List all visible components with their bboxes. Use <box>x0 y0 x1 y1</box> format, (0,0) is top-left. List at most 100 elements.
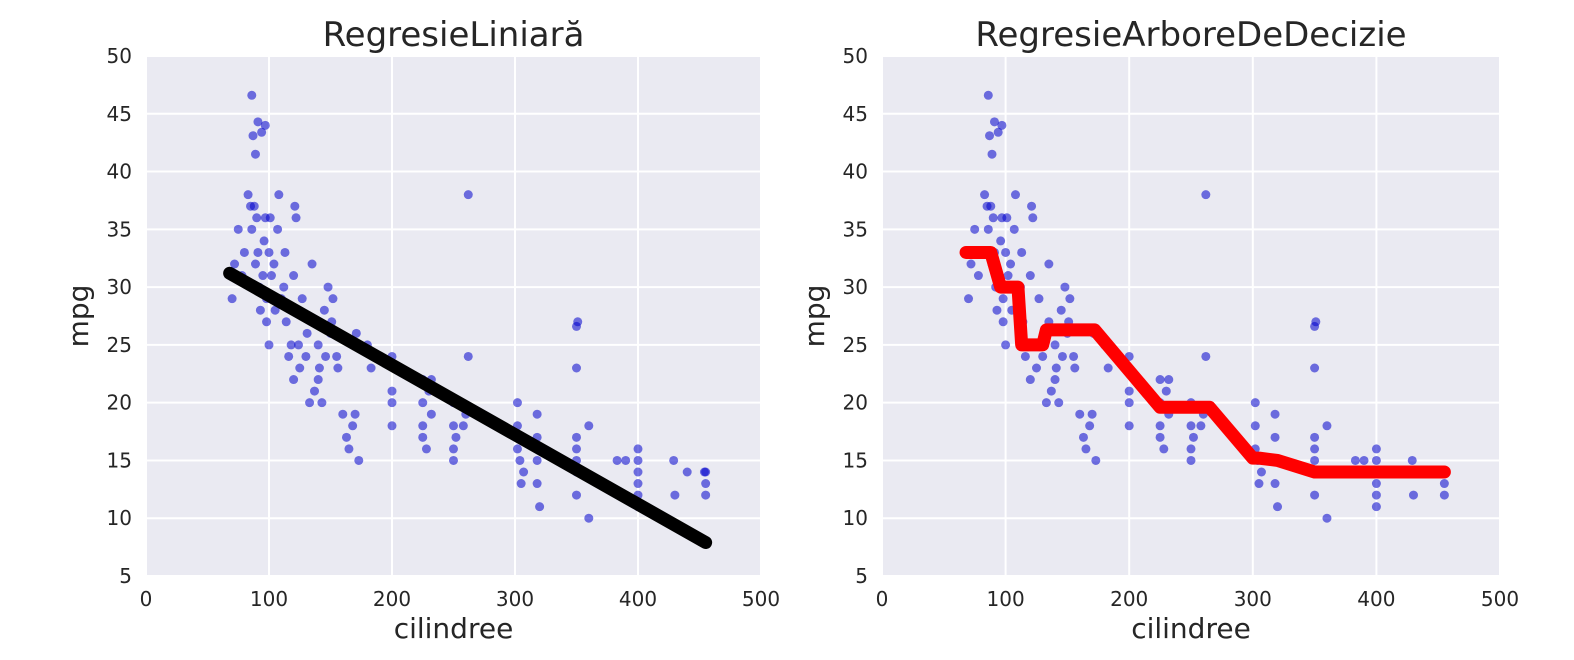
scatter-point <box>532 479 542 489</box>
scatter-point <box>1439 479 1449 489</box>
scatter-point <box>621 455 631 465</box>
scatter-point <box>281 317 291 327</box>
scatter-point <box>998 317 1008 327</box>
scatter-point <box>988 213 998 223</box>
scatter-point <box>1001 340 1011 350</box>
scatter-point <box>1322 513 1332 523</box>
scatter-point <box>1028 213 1038 223</box>
scatter-point <box>515 455 525 465</box>
y-tick-label: 25 <box>843 333 868 357</box>
scatter-point <box>387 398 397 408</box>
scatter-point <box>1310 432 1320 442</box>
scatter-point <box>572 490 581 500</box>
scatter-point <box>301 351 311 361</box>
scatter-point <box>986 201 996 211</box>
scatter-point <box>1003 271 1013 281</box>
scatter-point <box>1270 479 1280 489</box>
scatter-point <box>1050 375 1060 385</box>
scatter-point <box>1371 490 1381 500</box>
scatter-point <box>1051 363 1061 373</box>
x-tick-label: 200 <box>1110 587 1148 611</box>
y-tick-label: 45 <box>107 102 132 126</box>
y-tick-label: 15 <box>107 448 132 472</box>
scatter-point <box>1075 409 1085 419</box>
scatter-point <box>426 409 436 419</box>
scatter-point <box>1009 224 1019 234</box>
y-tick-label: 35 <box>107 217 132 241</box>
scatter-point <box>989 117 999 127</box>
scatter-point <box>980 190 990 200</box>
x-tick-label: 300 <box>496 587 534 611</box>
scatter-point <box>1310 321 1320 331</box>
scatter-point <box>1034 294 1044 304</box>
scatter-point <box>451 432 461 442</box>
scatter-point <box>1155 432 1165 442</box>
scatter-point <box>313 340 323 350</box>
y-tick-label: 40 <box>107 160 132 184</box>
scatter-point <box>1057 351 1067 361</box>
x-tick-label: 400 <box>1357 587 1395 611</box>
scatter-point <box>1091 455 1101 465</box>
x-axis-label: cilindree <box>394 612 514 645</box>
scatter-point <box>354 455 364 465</box>
scatter-point <box>1103 363 1113 373</box>
y-tick-label: 50 <box>843 44 868 68</box>
x-tick-label: 100 <box>250 587 288 611</box>
scatter-point <box>572 444 581 454</box>
scatter-point <box>1078 432 1088 442</box>
x-tick-label: 400 <box>619 587 657 611</box>
scatter-point <box>996 236 1006 246</box>
scatter-point <box>1081 444 1091 454</box>
scatter-point <box>1310 490 1320 500</box>
scatter-point <box>572 363 581 373</box>
scatter-point <box>519 467 529 477</box>
scatter-point <box>1124 421 1134 431</box>
scatter-point <box>262 317 272 327</box>
scatter-point <box>633 455 643 465</box>
scatter-point <box>280 247 290 257</box>
scatter-point <box>1027 201 1037 211</box>
scatter-point <box>250 259 260 269</box>
x-axis-label: cilindree <box>1131 612 1251 645</box>
scatter-point <box>1006 259 1016 269</box>
scatter-point <box>264 340 274 350</box>
scatter-point <box>463 190 473 200</box>
scatter-point <box>257 127 267 137</box>
y-tick-label: 15 <box>843 448 868 472</box>
scatter-point <box>1250 398 1260 408</box>
scatter-point <box>1032 363 1041 373</box>
scatter-point <box>633 467 643 477</box>
scatter-point <box>253 117 263 127</box>
scatter-point <box>351 328 361 338</box>
scatter-point <box>1186 455 1196 465</box>
scatter-point <box>701 479 711 489</box>
scatter-point <box>319 305 329 315</box>
scatter-point <box>1155 421 1165 431</box>
scatter-point <box>633 444 643 454</box>
x-tick-label: 0 <box>140 587 153 611</box>
scatter-point <box>1041 398 1051 408</box>
scatter-point <box>1002 213 1012 223</box>
scatter-point <box>1044 259 1054 269</box>
scatter-point <box>387 421 397 431</box>
scatter-point <box>1085 421 1095 431</box>
scatter-point <box>1359 455 1369 465</box>
y-tick-label: 30 <box>107 275 132 299</box>
scatter-point <box>302 328 312 338</box>
y-tick-label: 20 <box>107 391 132 415</box>
scatter-point <box>247 90 257 100</box>
y-axis-label: mpg <box>62 285 95 348</box>
scatter-point <box>532 409 542 419</box>
scatter-point <box>1371 502 1381 512</box>
scatter-point <box>682 467 692 477</box>
scatter-point <box>332 351 342 361</box>
scatter-point <box>1065 294 1075 304</box>
scatter-point <box>516 479 526 489</box>
scatter-point <box>463 351 473 361</box>
scatter-point <box>970 224 980 234</box>
scatter-point <box>321 351 331 361</box>
scatter-point <box>249 201 259 211</box>
x-tick-label: 500 <box>1481 587 1519 611</box>
scatter-point <box>1254 479 1264 489</box>
